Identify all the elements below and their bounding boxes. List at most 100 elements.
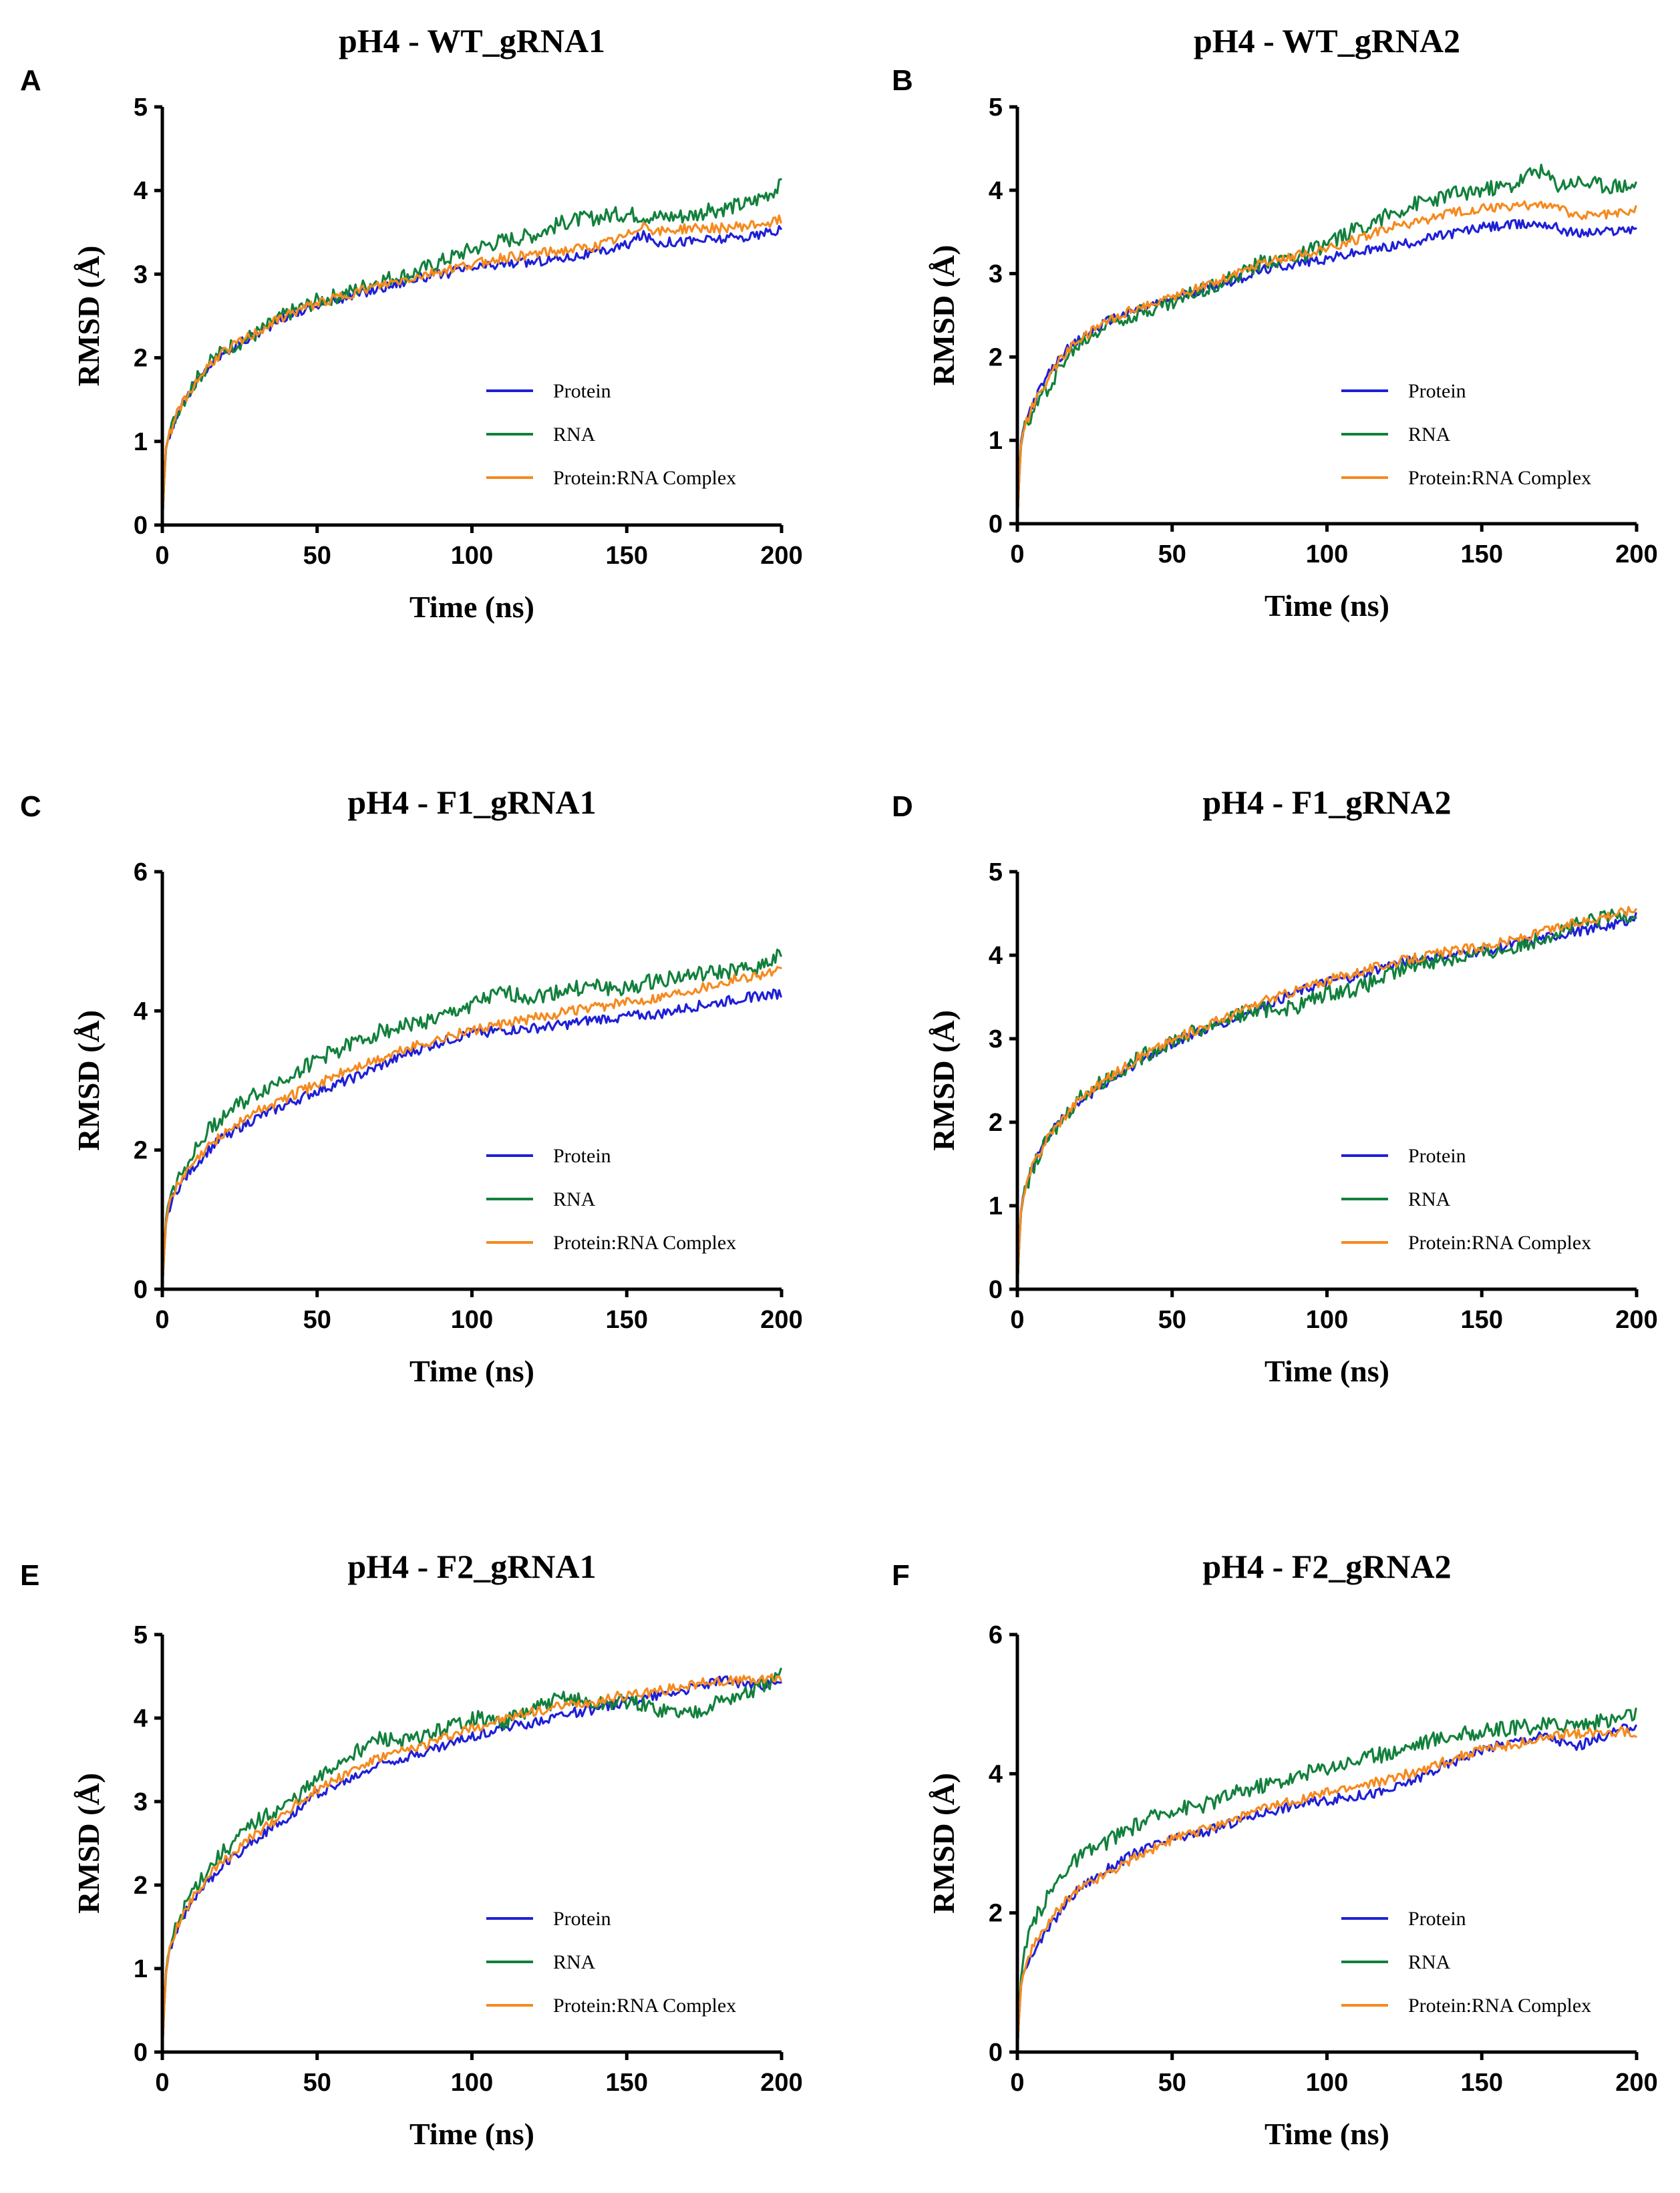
legend-label: Protein	[553, 1145, 611, 1167]
panel-letter: C	[20, 790, 41, 823]
legend-label: Protein:RNA Complex	[553, 1232, 736, 1254]
x-tick-label: 100	[451, 1306, 493, 1334]
panel-letter: E	[20, 1559, 39, 1592]
y-tick-label: 3	[134, 261, 148, 289]
x-tick-label: 50	[303, 2069, 331, 2097]
x-tick-label: 100	[1306, 540, 1348, 568]
y-tick-label: 2	[134, 1137, 148, 1165]
series-line-protein-rna-complex	[161, 1673, 782, 2053]
y-tick-label: 1	[134, 1955, 148, 1983]
legend: Protein RNA Protein:RNA Complex	[1341, 1908, 1591, 2017]
x-tick-label: 200	[1615, 2069, 1657, 2097]
y-tick-label: 1	[989, 427, 1003, 455]
x-tick-label: 200	[760, 542, 802, 570]
legend-label: Protein:RNA Complex	[553, 467, 736, 489]
y-tick-label: 6	[989, 1621, 1003, 1649]
x-tick-label: 150	[1461, 540, 1503, 568]
legend: Protein RNA Protein:RNA Complex	[486, 1908, 736, 2017]
x-axis-label: Time (ns)	[1265, 588, 1389, 623]
series-line-protein	[161, 1675, 782, 2053]
x-tick-label: 200	[760, 2069, 802, 2097]
legend-label: Protein	[1408, 1145, 1466, 1167]
y-tick-label: 0	[134, 1276, 148, 1304]
chart-title: pH4 - WT_gRNA2	[1194, 22, 1460, 59]
x-tick-label: 50	[303, 1306, 331, 1334]
y-tick-label: 3	[989, 261, 1003, 289]
legend-label: RNA	[553, 1951, 596, 1973]
y-axis-label: RMSD (Å)	[71, 246, 106, 387]
series-line-protein	[1016, 1723, 1637, 2053]
x-tick-label: 0	[1010, 2069, 1024, 2097]
legend: Protein RNA Protein:RNA Complex	[486, 1145, 736, 1254]
panel-letter: A	[20, 64, 41, 97]
x-axis-label: Time (ns)	[409, 1354, 534, 1388]
y-axis-label: RMSD (Å)	[71, 1010, 106, 1151]
x-axis-label: Time (ns)	[409, 2117, 534, 2151]
series-line-protein-rna-complex	[1016, 1725, 1637, 2053]
series-line-rna	[161, 1667, 782, 2053]
x-tick-label: 50	[1158, 2069, 1186, 2097]
series-line-protein-rna-complex	[1016, 906, 1637, 1291]
x-tick-label: 100	[451, 2069, 493, 2097]
legend-label: Protein:RNA Complex	[1408, 467, 1591, 489]
x-tick-label: 150	[606, 542, 648, 570]
chart-title: pH4 - F1_gRNA2	[1202, 784, 1451, 821]
series-line-protein-rna-complex	[161, 214, 782, 526]
series-line-rna	[161, 949, 782, 1291]
x-tick-label: 0	[1010, 1306, 1024, 1334]
y-tick-label: 4	[134, 177, 148, 205]
legend-label: Protein	[1408, 1908, 1466, 1930]
y-tick-label: 2	[989, 1109, 1003, 1137]
x-tick-label: 150	[1461, 1306, 1503, 1334]
legend: Protein RNA Protein:RNA Complex	[1341, 1145, 1591, 1254]
series-line-rna	[1016, 1707, 1637, 2053]
series-line-rna	[1016, 164, 1637, 525]
y-tick-label: 5	[989, 858, 1003, 886]
y-tick-label: 0	[134, 512, 148, 540]
x-tick-label: 0	[1010, 540, 1024, 568]
legend-label: Protein:RNA Complex	[553, 1995, 736, 2017]
y-tick-label: 6	[134, 858, 148, 886]
x-tick-label: 150	[1461, 2069, 1503, 2097]
y-tick-label: 0	[989, 1276, 1003, 1304]
y-tick-label: 4	[989, 177, 1003, 205]
x-tick-label: 100	[1306, 2069, 1348, 2097]
chart-title: pH4 - F2_gRNA2	[1202, 1548, 1451, 1585]
x-tick-label: 200	[1615, 540, 1657, 568]
legend: Protein RNA Protein:RNA Complex	[486, 380, 736, 489]
legend-label: Protein	[553, 1908, 611, 1930]
x-tick-label: 50	[1158, 1306, 1186, 1334]
x-tick-label: 0	[155, 542, 169, 570]
y-tick-label: 3	[989, 1025, 1003, 1053]
y-tick-label: 4	[989, 942, 1003, 970]
x-tick-label: 50	[1158, 540, 1186, 568]
x-tick-label: 0	[155, 2069, 169, 2097]
legend-label: RNA	[553, 424, 596, 446]
panel-letter: D	[892, 790, 913, 823]
y-tick-label: 4	[134, 997, 148, 1025]
y-axis-label: RMSD (Å)	[927, 1773, 961, 1914]
x-tick-label: 50	[303, 542, 331, 570]
x-tick-label: 200	[760, 1306, 802, 1334]
y-tick-label: 5	[989, 94, 1003, 122]
chart-title: pH4 - WT_gRNA1	[339, 22, 605, 59]
y-tick-label: 0	[134, 2039, 148, 2067]
x-axis-label: Time (ns)	[1265, 2117, 1389, 2151]
y-tick-label: 0	[989, 2039, 1003, 2067]
y-tick-label: 1	[134, 428, 148, 456]
x-tick-label: 100	[451, 542, 493, 570]
legend: Protein RNA Protein:RNA Complex	[1341, 380, 1591, 489]
panel-letter: F	[892, 1559, 910, 1592]
x-axis-label: Time (ns)	[409, 590, 534, 624]
y-axis-label: RMSD (Å)	[927, 1010, 961, 1151]
legend-label: Protein	[553, 380, 611, 402]
chart-title: pH4 - F1_gRNA1	[347, 784, 596, 821]
x-axis-label: Time (ns)	[1265, 1354, 1389, 1388]
y-tick-label: 2	[134, 1872, 148, 1900]
legend-label: Protein:RNA Complex	[1408, 1232, 1591, 1254]
